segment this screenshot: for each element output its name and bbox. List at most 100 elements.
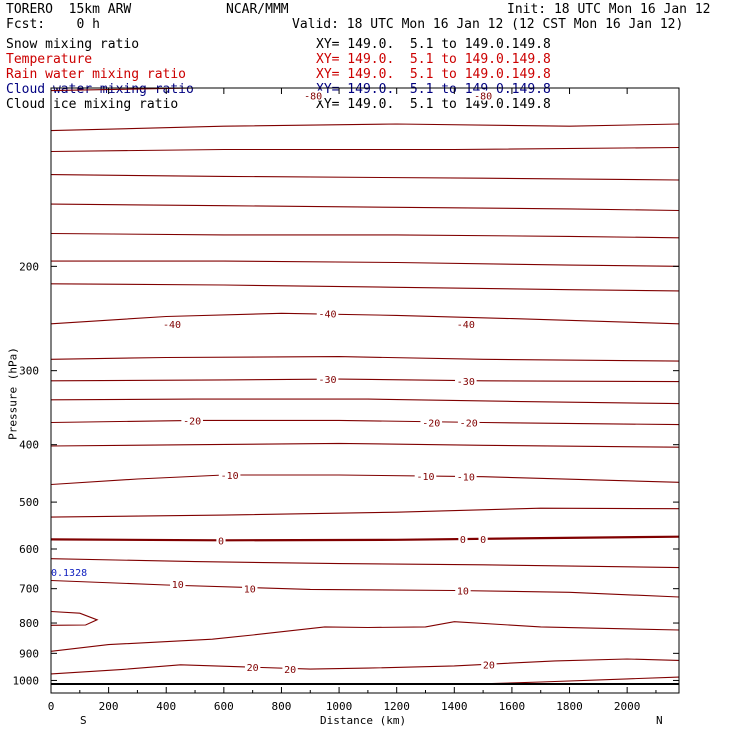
contour-label-bg <box>282 663 298 674</box>
contour-label: -80 <box>304 92 322 103</box>
isotherm-20 <box>51 658 679 675</box>
y-tick-label: 900 <box>19 647 39 660</box>
contour-label: -30 <box>319 375 337 386</box>
contour-label-bg <box>244 662 261 673</box>
contour-label: -40 <box>163 320 181 331</box>
cloud-water-value: 0.1328 <box>51 568 88 579</box>
field-xy-range: XY= 149.0. 5.1 to 149.0.149.8 <box>316 67 551 82</box>
x-tick-label: 1800 <box>556 700 583 713</box>
x-tick-label: 1200 <box>383 700 410 713</box>
x-axis-label: Distance (km) <box>320 714 407 727</box>
isotherm--55 <box>51 232 679 239</box>
x-tick-label: 400 <box>156 700 176 713</box>
contour-label: 0 <box>480 535 486 546</box>
isotherm-contours <box>51 88 679 686</box>
contour-label-bg <box>455 318 477 329</box>
x-tick-label: 800 <box>272 700 292 713</box>
field-xy-range: XY= 149.0. 5.1 to 149.0.149.8 <box>316 97 551 112</box>
isotherm-10 <box>51 579 679 598</box>
contour-label: -20 <box>422 419 440 430</box>
isotherm--15 <box>51 442 679 448</box>
y-tick-label: 400 <box>19 439 39 452</box>
y-tick-label: 1000 <box>13 674 40 687</box>
contour-label-bg <box>181 415 203 426</box>
init-time: Init: 18 UTC Mon 16 Jan 12 <box>507 2 711 17</box>
isotherm-25 <box>483 676 679 685</box>
y-tick-label: 300 <box>19 365 39 378</box>
y-tick-label: 200 <box>19 260 39 273</box>
y-tick-label: 700 <box>19 583 39 596</box>
forecast-hour: Fcst: 0 h <box>6 17 100 32</box>
isotherm--50 <box>51 260 679 267</box>
center-title: NCAR/MMM <box>226 2 289 17</box>
isotherm-15 <box>51 621 679 652</box>
isotherm--20 <box>51 419 679 426</box>
isotherm--10 <box>51 474 679 486</box>
contour-label-bg <box>455 375 477 386</box>
contour-label: 10 <box>244 585 256 596</box>
field-name: Temperature <box>6 52 93 67</box>
isotherm--25 <box>51 398 679 405</box>
contour-label-bg <box>455 471 477 482</box>
contour-label-bg <box>218 469 241 480</box>
field-name: Cloud ice mixing ratio <box>6 97 179 112</box>
isotherm--30 <box>51 378 679 383</box>
contour-label: 20 <box>284 665 296 676</box>
isotherm--80 <box>51 88 525 92</box>
valid-time: Valid: 18 UTC Mon 16 Jan 12 (12 CST Mon … <box>292 17 684 32</box>
contour-label: 20 <box>483 661 495 672</box>
y-tick-label: 500 <box>19 496 39 509</box>
isotherm--70 <box>51 146 679 153</box>
contour-label-bg <box>170 578 186 589</box>
contour-label-bg <box>420 417 443 428</box>
x-tick-label: 200 <box>99 700 119 713</box>
contour-label: -10 <box>457 473 475 484</box>
contour-label-bg <box>458 533 468 544</box>
end-label-south: S <box>80 714 87 727</box>
contour-label: 10 <box>172 580 184 591</box>
field-name: Rain water mixing ratio <box>6 67 187 82</box>
isotherm-15 <box>51 610 99 626</box>
contour-label-bg <box>478 533 488 544</box>
field-xy-range: XY= 149.0. 5.1 to 149.0.149.8 <box>316 37 551 52</box>
isotherm--5 <box>51 507 679 518</box>
contour-label: 10 <box>457 587 469 598</box>
x-axis-ticks: 0 200 400 600 800 1000 1200 1400 1600 1800 2000 <box>48 88 657 713</box>
contour-label-bg <box>414 471 437 482</box>
isotherm-0 <box>51 535 679 542</box>
x-tick-label: 0 <box>48 700 55 713</box>
contour-label-bg <box>455 585 471 596</box>
contour-label-bg <box>457 417 480 428</box>
contour-label: -30 <box>457 377 475 388</box>
contour-label-bg <box>242 583 258 594</box>
contour-label-bg <box>316 308 339 319</box>
contour-label: -40 <box>457 320 475 331</box>
contour-label: -40 <box>319 309 337 320</box>
contour-label-bg <box>481 659 497 670</box>
contour-label: 0 <box>218 536 224 547</box>
contour-label: -10 <box>416 472 434 483</box>
contour-label: 20 <box>247 663 259 674</box>
y-tick-label: 600 <box>19 543 39 556</box>
contour-label: -10 <box>221 471 239 482</box>
contour-label: -80 <box>474 92 492 103</box>
contour-label-bg <box>302 90 324 101</box>
contour-label: -20 <box>183 416 201 427</box>
contour-label-bg <box>316 374 339 385</box>
model-title: TORERO 15km ARW <box>6 2 132 17</box>
x-tick-label: 1400 <box>441 700 468 713</box>
x-tick-label: 2000 <box>614 700 641 713</box>
isotherm--75 <box>51 123 679 132</box>
y-tick-label: 800 <box>19 617 39 630</box>
end-label-north: N <box>656 714 663 727</box>
isotherm--65 <box>51 174 679 181</box>
x-tick-label: 1000 <box>326 700 353 713</box>
contour-label-bg <box>216 535 226 546</box>
x-tick-label: 600 <box>214 700 234 713</box>
field-name: Snow mixing ratio <box>6 37 140 52</box>
isotherm--40 <box>51 312 679 325</box>
contour-label-bg <box>161 318 183 329</box>
isotherm--60 <box>51 203 679 212</box>
contour-labels: -80 -80 -40 -40 -40 -30 -30 -20 -20 -20 -10 -10 -10 0… <box>161 90 497 676</box>
